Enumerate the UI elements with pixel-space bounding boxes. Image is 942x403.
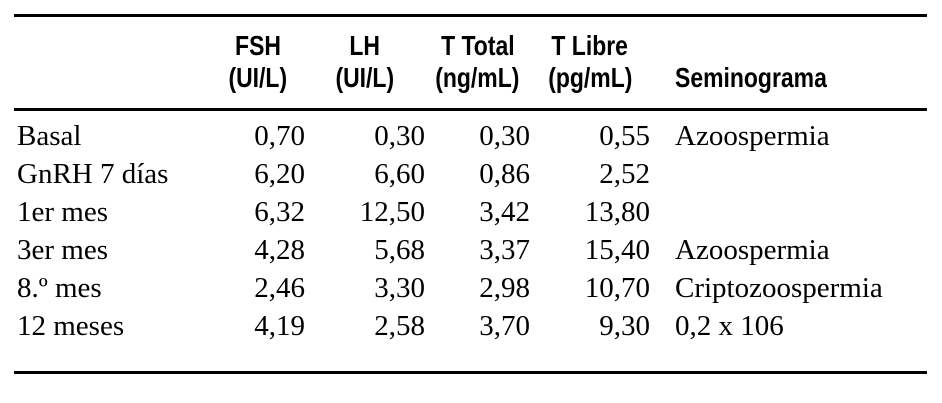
- row-label: 1er mes: [17, 195, 108, 228]
- header-row-names: FSH LH T Total T Libre: [14, 16, 927, 62]
- col-header-seminograma: Seminograma: [650, 61, 927, 111]
- col-unit-t-libre-label: (pg/mL): [547, 61, 633, 93]
- table-row-basal: Basal 0,70 0,30 0,30 0,55 Azoospermia: [14, 109, 927, 155]
- cell-t-total: 0,86: [479, 157, 530, 190]
- col-unit-t-libre: (pg/mL): [530, 61, 650, 111]
- header-spacer: [14, 61, 210, 111]
- cell-t-total: 3,70: [479, 309, 530, 342]
- table-row-12-meses: 12 meses 4,19 2,58 3,70 9,30 0,2 x 106: [14, 307, 927, 373]
- row-label: 12 meses: [17, 309, 125, 342]
- cell-lh: 3,30: [374, 271, 425, 304]
- cell-t-total: 3,37: [479, 233, 530, 266]
- cell-seminograma: [650, 193, 927, 231]
- col-unit-t-total-label: (ng/mL): [435, 61, 520, 93]
- cell-seminograma: Criptozoospermia: [675, 271, 883, 304]
- col-unit-fsh-label: (UI/L): [228, 61, 287, 93]
- col-header-fsh: FSH: [210, 16, 305, 62]
- row-label: 3er mes: [17, 233, 108, 266]
- table-row-8o-mes: 8.º mes 2,46 3,30 2,98 10,70 Criptozoosp…: [14, 269, 927, 307]
- hormone-seminogram-table: FSH LH T Total T Libre (UI/L) (UI/L) (ng…: [14, 14, 927, 374]
- cell-lh: 2,58: [374, 309, 425, 342]
- col-unit-fsh: (UI/L): [210, 61, 305, 111]
- col-header-t-total: T Total: [425, 16, 530, 62]
- cell-t-libre: 2,52: [599, 157, 650, 190]
- cell-t-libre: 15,40: [584, 233, 650, 266]
- table-body: Basal 0,70 0,30 0,30 0,55 Azoospermia Gn…: [14, 109, 927, 372]
- cell-seminograma: [650, 155, 927, 193]
- header-spacer: [650, 16, 927, 62]
- cell-fsh: 4,19: [254, 309, 305, 342]
- cell-seminograma: 0,2 x 106: [675, 309, 784, 342]
- table-row-1er-mes: 1er mes 6,32 12,50 3,42 13,80: [14, 193, 927, 231]
- cell-seminograma: Azoospermia: [675, 119, 830, 152]
- cell-lh: 12,50: [359, 195, 425, 228]
- cell-t-libre: 0,55: [599, 119, 650, 152]
- cell-fsh: 0,70: [254, 119, 305, 152]
- row-label: GnRH 7 días: [17, 157, 169, 190]
- row-label: Basal: [17, 119, 82, 152]
- cell-lh: 0,30: [374, 119, 425, 152]
- col-header-lh-label: LH: [349, 29, 381, 61]
- cell-lh: 5,68: [374, 233, 425, 266]
- header-spacer: [14, 16, 210, 62]
- cell-t-total: 0,30: [479, 119, 530, 152]
- col-header-t-total-label: T Total: [440, 29, 515, 61]
- cell-fsh: 6,32: [254, 195, 305, 228]
- cell-fsh: 6,20: [254, 157, 305, 190]
- row-label: 8.º mes: [17, 271, 102, 304]
- cell-t-total: 3,42: [479, 195, 530, 228]
- header-row-units: (UI/L) (UI/L) (ng/mL) (pg/mL) Seminogram…: [14, 61, 927, 111]
- cell-fsh: 2,46: [254, 271, 305, 304]
- col-unit-lh-label: (UI/L): [335, 61, 395, 93]
- table-row-3er-mes: 3er mes 4,28 5,68 3,37 15,40 Azoospermia: [14, 231, 927, 269]
- col-header-t-libre: T Libre: [530, 16, 650, 62]
- cell-t-total: 2,98: [479, 271, 530, 304]
- col-header-fsh-label: FSH: [234, 29, 281, 61]
- table-header: FSH LH T Total T Libre (UI/L) (UI/L) (ng…: [14, 16, 927, 111]
- cell-seminograma: Azoospermia: [675, 233, 830, 266]
- col-header-lh: LH: [305, 16, 425, 62]
- col-header-t-libre-label: T Libre: [551, 29, 629, 61]
- cell-t-libre: 10,70: [584, 271, 650, 304]
- cell-t-libre: 9,30: [599, 309, 650, 342]
- cell-lh: 6,60: [374, 157, 425, 190]
- col-unit-t-total: (ng/mL): [425, 61, 530, 111]
- table-row-gnrh-7-dias: GnRH 7 días 6,20 6,60 0,86 2,52: [14, 155, 927, 193]
- cell-fsh: 4,28: [254, 233, 305, 266]
- cell-t-libre: 13,80: [584, 195, 650, 228]
- col-header-seminograma-label: Seminograma: [675, 61, 827, 93]
- col-unit-lh: (UI/L): [305, 61, 425, 111]
